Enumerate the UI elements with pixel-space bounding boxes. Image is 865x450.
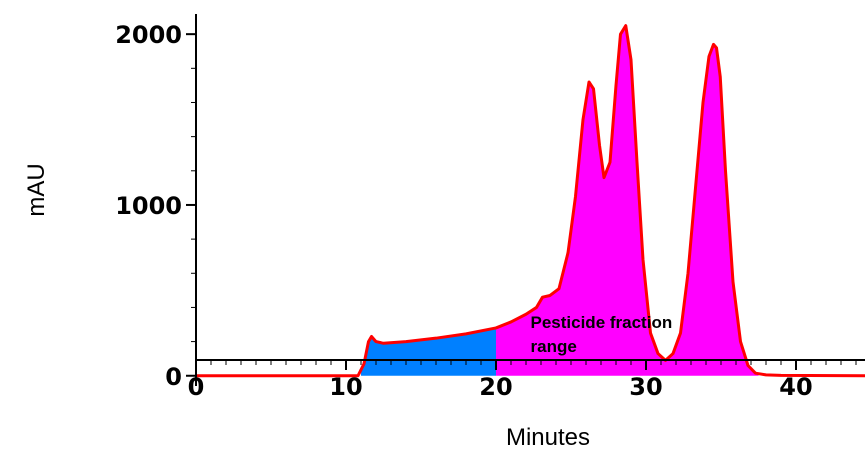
axes: [195, 14, 865, 386]
y-axis-title: mAU: [23, 163, 50, 216]
annotation-line-2: range: [531, 337, 577, 356]
x-tick-label: 30: [629, 373, 662, 401]
x-axis-title: Minutes: [506, 424, 590, 450]
tick-labels: 0 10 20 30 40 0 1000 2000: [115, 21, 813, 401]
x-tick-label: 40: [779, 373, 812, 401]
annotation-line-1: Pesticide fraction: [531, 313, 673, 332]
y-tick-label: 0: [165, 363, 182, 391]
x-tick-label: 10: [329, 373, 362, 401]
series-line-layer: [196, 24, 865, 378]
shaded-regions: [361, 25, 759, 376]
shaded-region-1: [361, 327, 496, 376]
series-line: [196, 24, 865, 378]
tick-marks: [186, 33, 857, 377]
x-tick-label: 0: [188, 373, 205, 401]
shaded-region-2: [496, 25, 759, 376]
y-tick-label: 2000: [115, 21, 182, 49]
y-tick-label: 1000: [115, 192, 182, 220]
x-tick-label: 20: [479, 373, 512, 401]
